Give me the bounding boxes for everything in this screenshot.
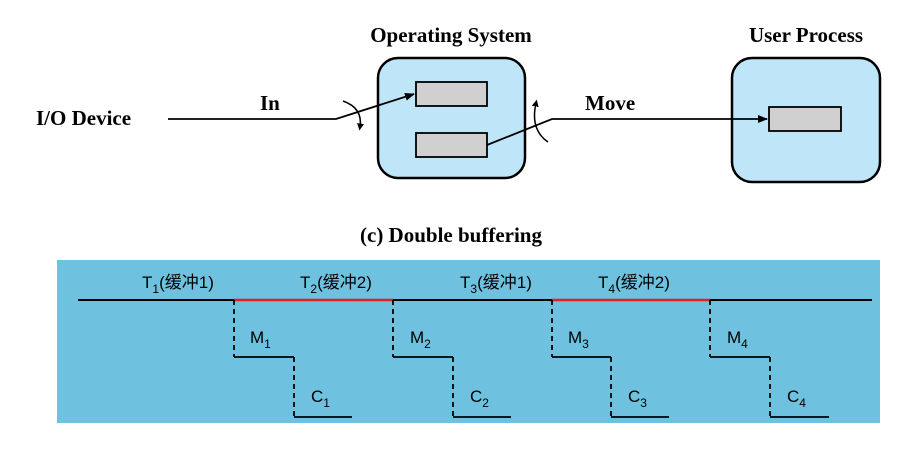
m-label-4: M4 (727, 328, 748, 351)
step-group-1 (233, 300, 352, 418)
c-label-1: C1 (311, 387, 330, 410)
os-buffer-1 (415, 81, 488, 107)
t-label-3: T3(缓冲1) (460, 273, 532, 296)
move-switch-arc (531, 99, 549, 143)
move-arrow (486, 115, 768, 146)
t-label-1: T1(缓冲1) (142, 273, 214, 296)
m-label-2: M2 (410, 328, 431, 351)
step-group-4 (709, 300, 829, 418)
user-process-title: User Process (749, 23, 863, 47)
m-label-3: M3 (568, 328, 589, 351)
operating-system-box (376, 56, 527, 180)
user-buffer (768, 106, 842, 132)
t-label-2: T2(缓冲2) (300, 273, 372, 296)
step-group-3 (551, 300, 669, 418)
in-arrow (168, 92, 415, 120)
in-label: In (260, 91, 280, 115)
io-device-label: I/O Device (36, 106, 131, 130)
step-group-2 (392, 300, 511, 418)
c-label-2: C2 (470, 387, 489, 410)
m-label-1: M1 (250, 328, 271, 351)
timeline-panel (57, 260, 880, 423)
os-buffer-2 (415, 132, 488, 158)
os-title: Operating System (370, 23, 532, 47)
in-switch-arc (342, 100, 365, 131)
caption: (c) Double buffering (360, 223, 542, 247)
t-label-4: T4(缓冲2) (598, 273, 670, 296)
c-label-3: C3 (628, 387, 647, 410)
move-label: Move (585, 91, 635, 115)
c-label-4: C4 (787, 387, 806, 410)
